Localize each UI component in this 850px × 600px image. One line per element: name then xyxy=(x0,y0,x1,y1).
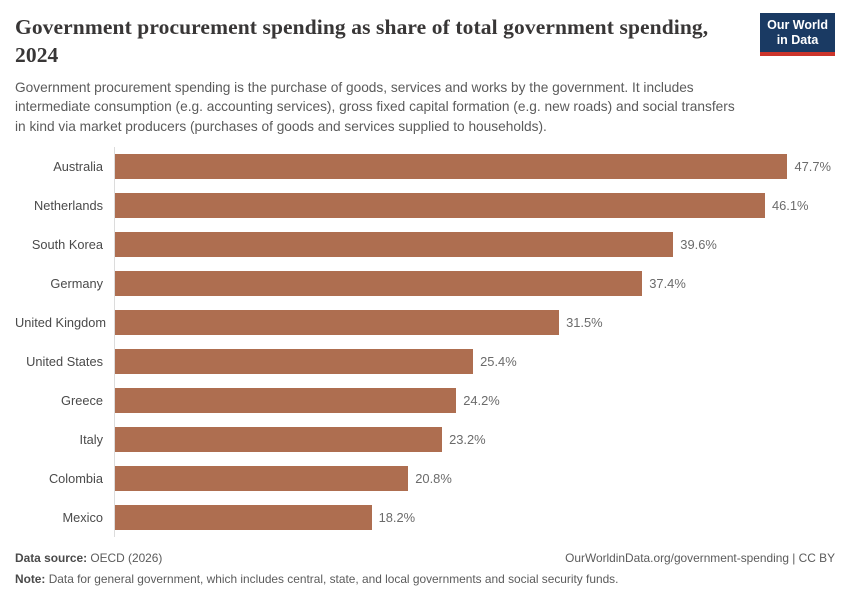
footer: Data source: OECD (2026) OurWorldinData.… xyxy=(15,550,835,587)
bar-track: 31.5% xyxy=(114,302,835,342)
value-label: 18.2% xyxy=(378,509,416,525)
chart-subtitle: Government procurement spending is the p… xyxy=(15,79,735,134)
credit-link[interactable]: OurWorldinData.org/government-spending |… xyxy=(565,550,835,565)
bar[interactable] xyxy=(115,309,560,335)
category-label[interactable]: Netherlands xyxy=(33,197,103,213)
title-block: Government procurement spending as share… xyxy=(15,13,748,137)
chart-row: United Kingdom 31.5% xyxy=(15,302,835,342)
value-label: 46.1% xyxy=(771,197,809,213)
category-label[interactable]: South Korea xyxy=(31,236,103,252)
bar[interactable] xyxy=(115,465,409,491)
header: Government procurement spending as share… xyxy=(15,13,835,137)
owid-logo-line1: Our World xyxy=(767,18,828,32)
category-label[interactable]: Germany xyxy=(50,275,103,291)
category-label[interactable]: Colombia xyxy=(48,470,103,486)
note-value: Data for general government, which inclu… xyxy=(45,571,619,586)
bar-track: 18.2% xyxy=(114,497,835,537)
category-label[interactable]: United States xyxy=(26,353,103,369)
chart-row: Netherlands 46.1% xyxy=(15,185,835,225)
value-label: 24.2% xyxy=(463,392,500,408)
chart-rows: Australia 47.7% Netherlands 46.1% South Kore… xyxy=(15,146,835,537)
bar-track: 46.1% xyxy=(114,185,835,225)
bar[interactable] xyxy=(115,348,474,374)
bar[interactable] xyxy=(115,270,643,296)
category-label[interactable]: Australia xyxy=(53,158,103,174)
bar-track: 37.4% xyxy=(114,263,835,303)
bar-track: 20.8% xyxy=(114,458,835,498)
bar-track: 47.7% xyxy=(114,146,835,186)
value-label: 25.4% xyxy=(480,353,517,369)
chart-row: Mexico 18.2% xyxy=(15,497,835,537)
bar[interactable] xyxy=(115,426,443,452)
chart-row: Australia 47.7% xyxy=(15,146,835,186)
data-source: Data source: OECD (2026) xyxy=(15,550,162,566)
value-label: 23.2% xyxy=(449,431,486,447)
bar[interactable] xyxy=(115,387,457,413)
footer-note: Note: Data for general government, which… xyxy=(15,571,835,587)
owid-logo-line2: in Data xyxy=(776,33,819,48)
chart-title: Government procurement spending as share… xyxy=(15,15,709,68)
value-label: 47.7% xyxy=(794,158,832,174)
value-label: 37.4% xyxy=(649,275,686,291)
chart-row: Greece 24.2% xyxy=(15,380,835,420)
chart-row: Colombia 20.8% xyxy=(15,458,835,498)
category-label[interactable]: Mexico xyxy=(62,509,103,525)
data-source-label: Data source: xyxy=(15,550,88,565)
value-label: 20.8% xyxy=(415,470,452,486)
bar-track: 24.2% xyxy=(114,380,835,420)
chart-row: Italy 23.2% xyxy=(15,419,835,459)
bar-chart: Australia 47.7% Netherlands 46.1% South Kore… xyxy=(15,146,835,537)
category-label[interactable]: Italy xyxy=(79,431,103,447)
bar-track: 25.4% xyxy=(114,341,835,381)
bar[interactable] xyxy=(115,153,788,179)
value-label: 31.5% xyxy=(566,314,603,330)
bar-track: 39.6% xyxy=(114,224,835,264)
owid-logo[interactable]: Our World in Data xyxy=(760,13,835,56)
footer-line1: Data source: OECD (2026) OurWorldinData.… xyxy=(15,550,835,566)
chart-row: Germany 37.4% xyxy=(15,263,835,303)
value-label: 39.6% xyxy=(680,236,717,252)
chart-row: United States 25.4% xyxy=(15,341,835,381)
chart-row: South Korea 39.6% xyxy=(15,224,835,264)
bar[interactable] xyxy=(115,504,372,530)
category-label[interactable]: Greece xyxy=(61,392,103,408)
bar-track: 23.2% xyxy=(114,419,835,459)
bar[interactable] xyxy=(115,231,674,257)
bar[interactable] xyxy=(115,192,765,218)
category-label[interactable]: United Kingdom xyxy=(15,314,107,330)
data-source-value: OECD (2026) xyxy=(87,550,163,565)
note-label: Note: xyxy=(15,571,46,586)
